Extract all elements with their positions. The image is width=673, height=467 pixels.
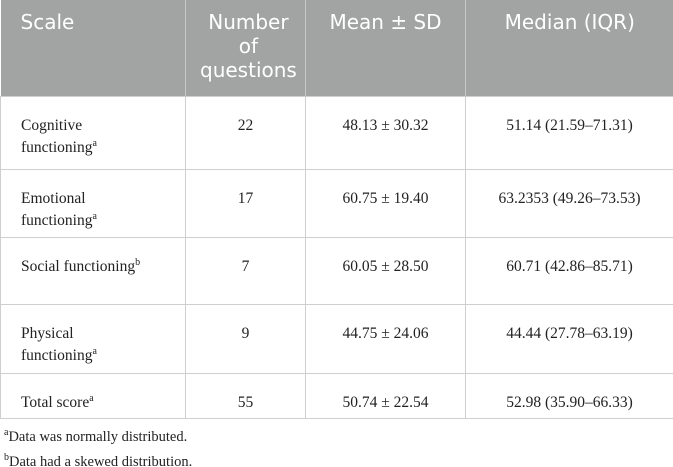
- median-cell: 44.44 (27.78–63.19): [465, 303, 673, 374]
- median-value: 63.2353 (49.26–73.53): [498, 189, 641, 207]
- table-row: Total scorea 55 50.74 ± 22.54 52.98 (35.90–…: [0, 372, 673, 419]
- median-cell: 51.14 (21.59–71.31): [465, 95, 673, 170]
- scale-cell: Cognitive functioninga: [0, 95, 186, 170]
- median-cell: 52.98 (35.90–66.33): [465, 372, 673, 419]
- scale-name: Physical functioning: [21, 324, 93, 364]
- header-cell: Scale: [0, 0, 186, 96]
- table-row: Social functioningb 7 60.05 ± 28.50 60.71 (…: [0, 236, 673, 305]
- number-value: 22: [237, 116, 254, 134]
- median-value: 60.71 (42.86–85.71): [506, 257, 633, 275]
- mean-cell: 60.75 ± 19.40: [305, 168, 466, 238]
- table-row: Physical functioninga 9 44.75 ± 24.06 44.44…: [0, 303, 673, 374]
- median-value: 51.14 (21.59–71.31): [506, 116, 633, 134]
- table-row: Emotional functioninga 17 60.75 ± 19.40 63.…: [0, 168, 673, 238]
- number-cell: 55: [185, 372, 306, 419]
- footnote-mark: b: [135, 256, 141, 268]
- header-cell: Mean ± SD: [305, 0, 466, 96]
- mean-value: 60.75 ± 19.40: [342, 189, 429, 207]
- footnote-mark: a: [4, 426, 9, 438]
- mean-cell: 50.74 ± 22.54: [305, 372, 466, 419]
- footnote: aData was normally distributed.: [4, 425, 673, 450]
- median-value: 52.98 (35.90–66.33): [506, 393, 633, 411]
- mean-value: 48.13 ± 30.32: [342, 116, 429, 134]
- scale-name: Social functioning: [21, 257, 136, 275]
- scale-cell: Physical functioninga: [0, 303, 186, 374]
- median-value: 44.44 (27.78–63.19): [506, 324, 633, 342]
- median-cell: 60.71 (42.86–85.71): [465, 236, 673, 305]
- number-value: 17: [237, 189, 254, 207]
- header-cell: Median (IQR): [465, 0, 673, 96]
- number-value: 55: [237, 393, 254, 411]
- number-value: 9: [241, 324, 250, 342]
- footnote-mark: a: [92, 210, 97, 222]
- mean-value: 50.74 ± 22.54: [342, 393, 429, 411]
- footnote: bData had a skewed distribution.: [4, 450, 673, 467]
- number-value: 7: [241, 257, 250, 275]
- header-row: Scale Number of questions Mean ± SD Median …: [0, 0, 673, 96]
- header-text: Scale: [20, 10, 75, 34]
- footnote-mark: a: [89, 392, 94, 404]
- number-cell: 7: [185, 236, 306, 305]
- scale-cell: Total scorea: [0, 372, 186, 419]
- header-text: Median (IQR): [504, 10, 635, 34]
- table-body: Cognitive functioninga 22 48.13 ± 30.32 51.…: [0, 95, 673, 419]
- scale-name: Total score: [21, 393, 90, 411]
- scale-cell: Social functioningb: [0, 236, 186, 305]
- number-cell: 17: [185, 168, 306, 238]
- header-text: Mean ± SD: [329, 10, 442, 34]
- footnote-mark: b: [4, 451, 9, 463]
- mean-value: 60.05 ± 28.50: [342, 257, 429, 275]
- mean-cell: 44.75 ± 24.06: [305, 303, 466, 374]
- header-text: Number of questions: [200, 10, 297, 82]
- mean-cell: 48.13 ± 30.32: [305, 95, 466, 170]
- footnote-mark: a: [92, 137, 97, 149]
- footnotes: aData was normally distributed. bData had…: [0, 425, 673, 467]
- number-cell: 9: [185, 303, 306, 374]
- scale-name: Emotional functioning: [21, 189, 93, 229]
- mean-value: 44.75 ± 24.06: [342, 324, 429, 342]
- header-cell: Number of questions: [185, 0, 306, 96]
- median-cell: 63.2353 (49.26–73.53): [465, 168, 673, 238]
- scale-name: Cognitive functioning: [21, 116, 93, 156]
- footnote-text: Data was normally distributed.: [8, 428, 188, 445]
- footnote-mark: a: [92, 345, 97, 357]
- number-cell: 22: [185, 95, 306, 170]
- footnote-text: Data had a skewed distribution.: [9, 453, 193, 467]
- table-row: Cognitive functioninga 22 48.13 ± 30.32 51.…: [0, 95, 673, 170]
- mean-cell: 60.05 ± 28.50: [305, 236, 466, 305]
- results-table: Scale Number of questions Mean ± SD Median …: [0, 0, 673, 419]
- scale-cell: Emotional functioninga: [0, 168, 186, 238]
